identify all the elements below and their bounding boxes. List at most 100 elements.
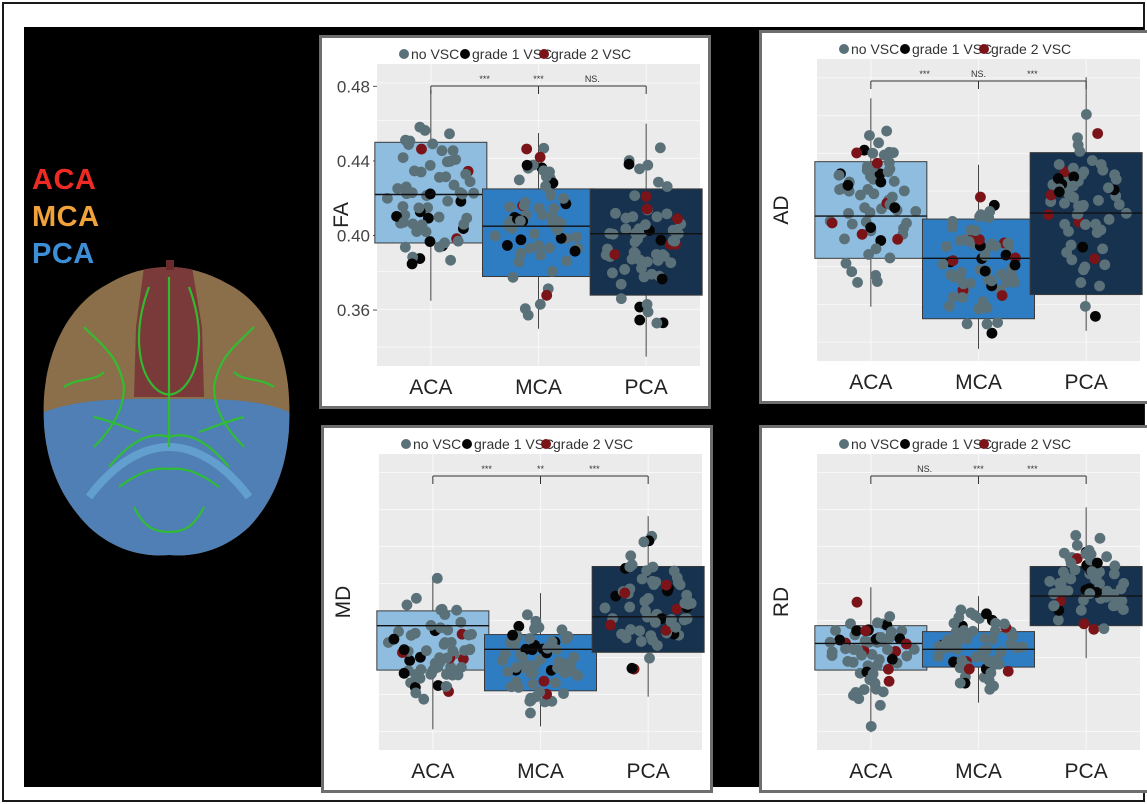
data-point	[398, 644, 410, 656]
data-point	[1090, 218, 1101, 230]
data-point	[883, 146, 895, 158]
data-point	[530, 691, 542, 703]
data-point	[652, 255, 664, 266]
data-point	[1070, 530, 1082, 541]
data-point	[882, 166, 894, 178]
x-tick-label-pca: PCA	[625, 376, 668, 399]
data-point	[432, 680, 444, 691]
data-point	[981, 608, 992, 620]
legend-marker	[401, 439, 411, 449]
data-point	[863, 249, 875, 260]
data-point	[646, 268, 658, 280]
data-point	[867, 147, 879, 159]
data-point	[955, 266, 967, 278]
data-point	[634, 625, 646, 637]
data-point	[871, 659, 883, 671]
data-point	[424, 236, 436, 247]
y-tick-label: 0.40	[337, 227, 370, 246]
data-point	[1006, 271, 1018, 282]
data-point	[898, 222, 909, 234]
panel-fa: no VSC grade 1 VSC grade 2 VSC FA 0.48 0.44 0.…	[319, 35, 711, 409]
data-point	[1085, 548, 1097, 560]
data-point	[1065, 239, 1077, 251]
data-point	[1058, 547, 1070, 559]
panel-md: no VSC grade 1 VSC grade 2 VSC MD ACA MCA PCA *…	[321, 425, 713, 793]
data-point	[413, 202, 425, 214]
significance-label: ***	[919, 69, 930, 79]
data-point	[1065, 557, 1077, 569]
data-point	[623, 158, 635, 170]
data-point	[460, 168, 472, 180]
data-point	[1052, 173, 1064, 184]
data-point	[1059, 197, 1070, 209]
data-point	[432, 661, 444, 673]
data-point	[856, 228, 868, 240]
data-point	[1043, 209, 1054, 221]
data-point	[545, 188, 557, 200]
data-point	[672, 213, 683, 225]
data-point	[521, 159, 533, 171]
data-point	[656, 273, 668, 285]
data-point	[848, 690, 859, 701]
data-point	[1053, 159, 1065, 170]
data-point	[398, 667, 410, 679]
data-point	[1077, 201, 1089, 213]
legend-label: no VSC	[851, 41, 899, 57]
data-point	[540, 171, 552, 183]
data-point	[987, 633, 998, 645]
data-point	[418, 693, 430, 705]
data-point	[1109, 560, 1121, 572]
data-point	[641, 203, 653, 215]
significance-label: NS.	[585, 74, 600, 84]
data-point	[524, 242, 536, 254]
data-point	[1084, 588, 1096, 599]
data-point	[870, 269, 882, 281]
data-point	[665, 257, 677, 269]
data-point	[875, 235, 887, 246]
data-point	[1086, 155, 1098, 166]
data-point	[646, 575, 658, 587]
data-point	[638, 536, 650, 548]
data-point	[399, 241, 411, 253]
legend-label: grade 1 VSC	[912, 436, 992, 452]
data-point	[851, 596, 863, 608]
x-tick-label-mca: MCA	[515, 376, 562, 399]
data-point	[864, 130, 875, 141]
y-tick-label: 0.44	[337, 152, 370, 171]
data-point	[954, 235, 966, 246]
data-point	[570, 231, 582, 243]
data-point	[847, 656, 859, 668]
data-point	[550, 677, 561, 689]
legend-label: grade 2 VSC	[551, 46, 631, 62]
data-point	[436, 603, 448, 615]
data-point	[457, 653, 469, 665]
data-point	[856, 649, 867, 661]
data-point	[606, 267, 618, 279]
brain-axial-image	[43, 260, 290, 556]
data-point	[963, 663, 975, 675]
data-point	[661, 208, 673, 220]
data-point	[989, 625, 1001, 637]
data-point	[624, 561, 636, 573]
data-point	[958, 625, 970, 636]
data-point	[442, 624, 454, 636]
data-point	[1067, 162, 1079, 174]
data-point	[651, 640, 663, 651]
data-point	[439, 637, 451, 648]
data-point	[507, 271, 519, 283]
data-point	[433, 211, 445, 223]
data-point	[981, 318, 993, 330]
data-point	[834, 634, 846, 646]
data-point	[1079, 219, 1091, 230]
legend-marker	[539, 49, 549, 59]
data-point	[654, 142, 666, 154]
data-point	[1044, 575, 1056, 587]
data-point	[842, 179, 854, 191]
data-point	[564, 659, 576, 671]
data-point	[1115, 583, 1127, 595]
data-point	[973, 234, 985, 245]
data-point	[440, 680, 452, 692]
data-point	[403, 139, 415, 150]
data-point	[840, 643, 851, 655]
